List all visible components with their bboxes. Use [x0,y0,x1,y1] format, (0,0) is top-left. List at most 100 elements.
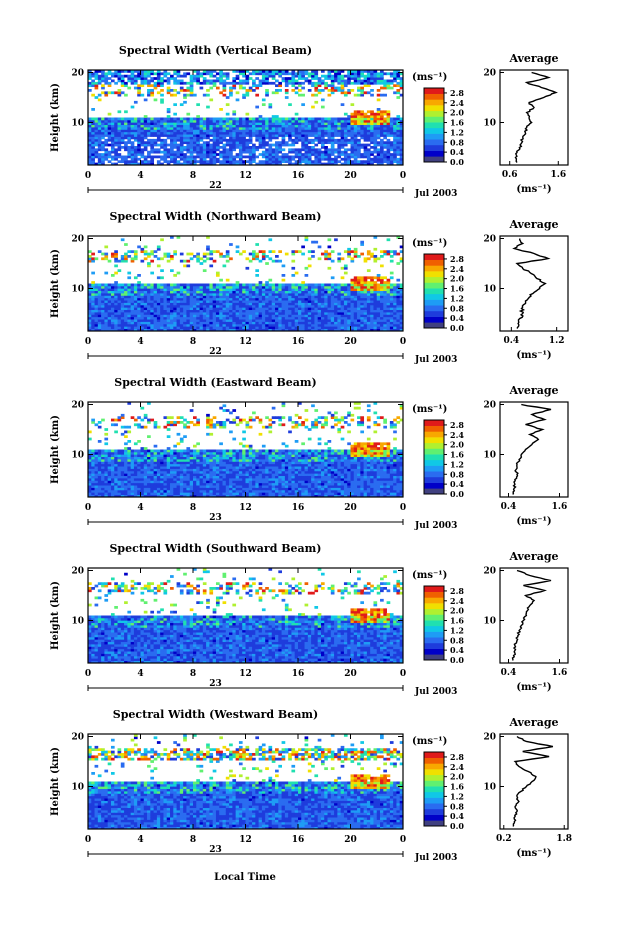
heatmap-cell [173,160,177,164]
heatmap-cell [107,468,112,472]
heatmap-cell [104,466,109,469]
heatmap-cell [288,326,292,330]
heatmap-cell [94,302,99,306]
heatmap-cell [176,319,181,322]
heatmap-cell [147,129,151,133]
heatmap-cell [232,288,237,292]
colorbar-tick-label: 0.4 [450,313,464,323]
heatmap-cell [150,122,155,126]
heatmap-cell [206,119,210,123]
heatmap-cell [91,257,95,261]
heatmap-cell [163,148,168,152]
heatmap-cell [156,293,161,296]
heatmap-cell [288,150,292,154]
heatmap-cell [366,74,371,78]
heatmap-cell [173,283,177,287]
heatmap-cell [376,285,381,289]
heatmap-cell [258,259,263,263]
heatmap-cell [130,302,135,306]
heatmap-cell [130,143,135,147]
heatmap-cell [153,122,158,126]
heatmap-cell [373,134,378,137]
heatmap-cell [117,131,122,135]
heatmap-cell [104,117,109,121]
heatmap-cell [255,131,260,135]
heatmap-cell [209,295,214,299]
heatmap-cell [245,295,250,299]
heatmap-cell [127,316,132,320]
heatmap-cell [206,321,210,325]
heatmap-cell [271,250,276,254]
heatmap-cell [399,138,404,142]
heatmap-cell [170,300,174,303]
heatmap-cell [156,127,161,130]
colorbar-segment [424,254,444,260]
heatmap-cell [271,150,276,154]
heatmap-cell [229,288,233,292]
heatmap-cell [275,124,279,128]
heatmap-cell [88,463,92,467]
heatmap-cell [370,326,374,330]
heatmap-cell [110,494,115,498]
heatmap-cell [147,134,151,137]
heatmap-cell [324,316,328,320]
heatmap-cell [373,319,378,322]
heatmap-cell [91,312,95,315]
heatmap-cell [353,153,358,156]
heatmap-cell [363,321,368,325]
heatmap-cell [294,297,299,301]
heatmap-cell [350,134,355,137]
heatmap-cell [275,285,279,289]
heatmap-cell [176,160,181,164]
heatmap-cell [248,146,253,149]
heatmap-cell [353,307,358,311]
heatmap-cell [104,295,109,299]
heatmap-cell [88,482,92,486]
heatmap-cell [248,323,253,327]
heatmap-cell [304,321,309,325]
heatmap-cell [114,461,118,465]
heatmap-cell [275,321,279,325]
heatmap-cell [255,138,260,142]
heatmap-cell [189,91,194,95]
heatmap-cell [225,134,230,137]
heatmap-cell [101,468,105,472]
heatmap-cell [340,283,345,287]
heatmap-cell [396,328,401,332]
heatmap-cell [88,148,92,152]
heatmap-cell [222,81,227,85]
heatmap-cell [389,127,394,130]
heatmap-cell [186,136,191,140]
heatmap-cell [396,84,401,88]
heatmap-cell [199,129,204,133]
heatmap-cell [350,278,355,282]
heatmap-cell [343,162,348,166]
heatmap-cell [140,259,145,263]
heatmap-cell [301,283,305,287]
heatmap-cell [265,91,269,95]
heatmap-cell [357,124,361,128]
heatmap-cell [248,252,253,256]
heatmap-cell [215,136,220,140]
heatmap-cell [252,119,256,123]
heatmap-cell [179,285,184,289]
heatmap-cell [114,489,118,493]
heatmap-cell [275,117,279,121]
heatmap-cell [330,77,335,80]
heatmap-cell [199,288,204,292]
heatmap-cell [117,283,122,287]
heatmap-cell [166,309,171,313]
heatmap-cell [127,285,132,289]
heatmap-cell [363,129,368,133]
heatmap-cell [94,155,99,159]
heatmap-cell [258,119,263,123]
heatmap-cell [291,319,296,322]
heatmap-cell [284,252,289,256]
heatmap-cell [366,131,371,135]
heatmap-cell [91,314,95,318]
heatmap-cell [340,84,345,88]
heatmap-cell [271,143,276,147]
heatmap-cell [196,316,200,320]
heatmap-cell [288,77,292,80]
heatmap-cell [343,136,348,140]
